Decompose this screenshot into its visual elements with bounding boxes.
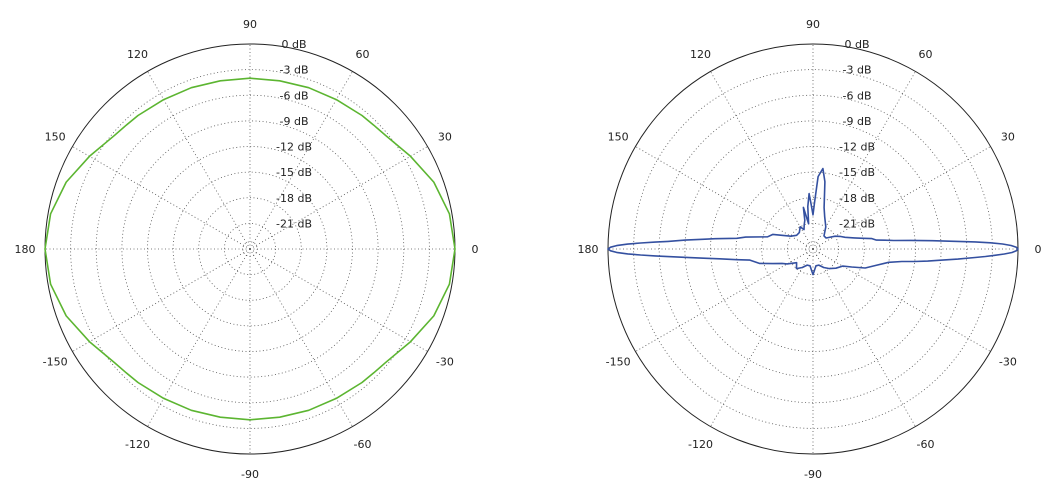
radial-tick-label: -9 dB [843,115,872,128]
polar-chart-left: 0 dB -3 dB -6 dB -9 dB -12 dB -15 dB -18 dB -21… [15,18,479,481]
angle-tick-label: 150 [45,131,66,144]
grid-ring-6 [198,197,302,301]
angle-tick-label: -60 [354,438,372,451]
radial-tick-label: 0 dB [281,38,306,51]
grid-ring-6 [761,197,865,301]
radial-tick-label: -15 dB [276,166,312,179]
spoke-4 [147,71,251,250]
polar-chart-right: 0 dB -3 dB -6 dB -9 dB -12 dB -15 dB -18 dB -21… [578,18,1042,481]
angle-tick-label: -90 [241,468,259,481]
radial-tick-label: -18 dB [276,192,312,205]
angle-tick-label: -60 [917,438,935,451]
radial-tick-label: -15 dB [839,166,875,179]
radial-tick-label: -6 dB [843,89,872,102]
angle-tick-label: -120 [125,438,150,451]
grid-ring-5 [172,171,328,327]
series-line-0 [607,167,1019,276]
radial-tick-label: -21 dB [839,217,875,230]
spoke-11 [812,248,991,352]
grid-ring-3 [684,120,942,378]
radial-tick-label: 0 dB [844,38,869,51]
series-line-0 [44,77,456,421]
angle-tick-label: 90 [243,18,257,31]
spoke-7 [635,248,814,352]
angle-tick-label: 30 [1001,131,1015,144]
grid-ring-center [242,241,258,257]
spoke-4 [710,71,814,250]
angle-tick-label: 120 [690,48,711,61]
grid-ring-4 [710,146,916,352]
grid-ring-4 [147,146,353,352]
angle-tick-label: 0 [1035,243,1042,256]
grid-ring-1 [70,69,430,429]
radial-tick-label: -21 dB [276,217,312,230]
angle-tick-label: -30 [436,356,454,369]
angle-tick-label: 0 [472,243,479,256]
radial-tick-label: -9 dB [280,115,309,128]
angle-tick-label: 180 [578,243,599,256]
spoke-11 [249,248,428,352]
spoke-1 [812,146,991,250]
grid-ring-3 [121,120,379,378]
radial-tick-label: -12 dB [839,141,875,154]
angle-tick-label: -150 [606,356,631,369]
spoke-1 [249,146,428,250]
angle-tick-label: 60 [356,48,370,61]
angle-tick-label: 150 [608,131,629,144]
angle-tick-label: 90 [806,18,820,31]
angle-tick-label: -90 [804,468,822,481]
angle-tick-label: 180 [15,243,36,256]
radial-tick-label: -3 dB [843,64,872,77]
angle-tick-label: 120 [127,48,148,61]
grid-ring-2 [658,94,968,404]
grid-ring-center [805,241,821,257]
spoke-10 [249,248,353,427]
spoke-7 [72,248,251,352]
angle-tick-label: -30 [999,356,1017,369]
angle-tick-label: 30 [438,131,452,144]
radial-tick-label: -3 dB [280,64,309,77]
grid-ring-5 [735,171,891,327]
grid-ring-2 [95,94,405,404]
angle-tick-label: -150 [43,356,68,369]
angle-tick-label: 60 [919,48,933,61]
grid-ring-7 [223,222,276,275]
angle-tick-label: -120 [688,438,713,451]
radial-tick-label: -18 dB [839,192,875,205]
radial-tick-label: -6 dB [280,89,309,102]
radial-tick-label: -12 dB [276,141,312,154]
spoke-10 [812,248,916,427]
